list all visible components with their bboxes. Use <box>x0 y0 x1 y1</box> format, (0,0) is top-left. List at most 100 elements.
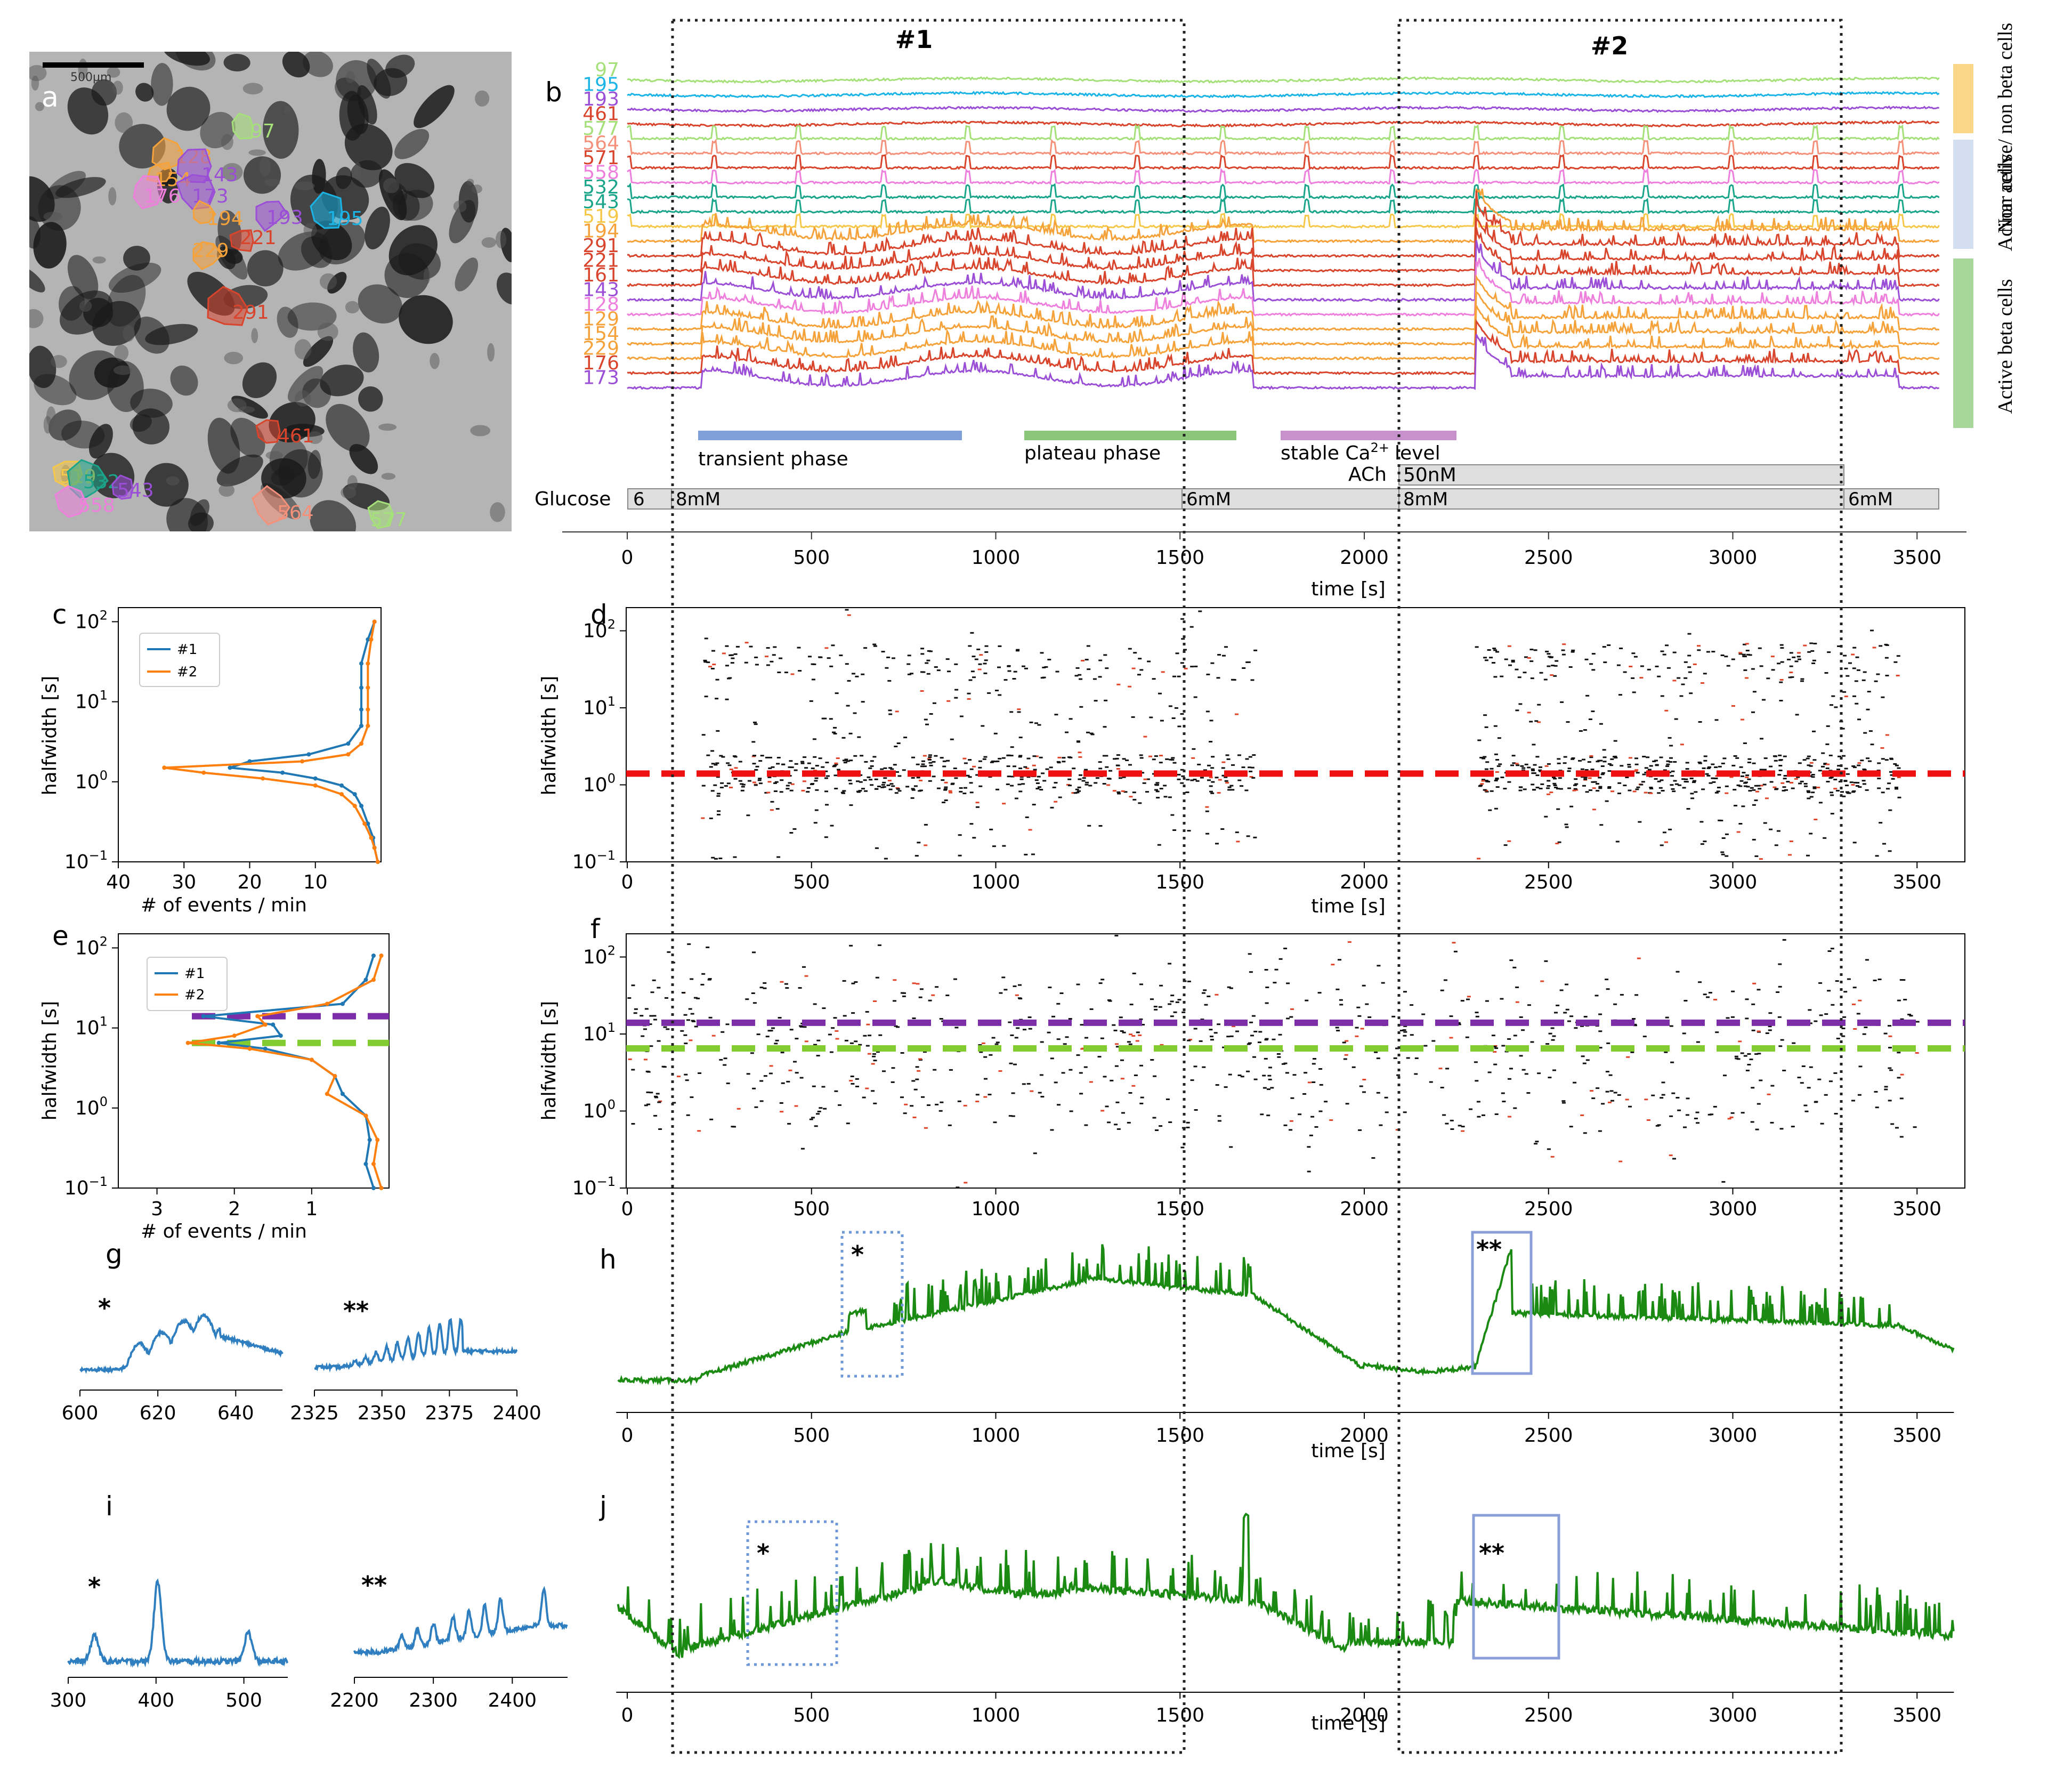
e-series-line-#1 <box>203 955 375 1189</box>
d-event-point <box>1590 769 1595 770</box>
d-event-point <box>1007 776 1011 778</box>
d-event-point <box>1078 756 1082 758</box>
f-event-point <box>1750 1121 1754 1123</box>
f-event-point <box>1759 1079 1763 1081</box>
d-event-point <box>872 756 877 758</box>
d-event-point <box>1248 756 1252 758</box>
f-event-point <box>1839 1128 1843 1130</box>
d-event-point <box>835 692 839 694</box>
d-event-point <box>722 652 726 655</box>
f-event-point <box>1377 965 1381 967</box>
d-event-point <box>709 766 713 768</box>
f-event-point <box>1743 1055 1747 1057</box>
d-event-point <box>1546 787 1550 789</box>
f-event-point <box>1038 1092 1042 1094</box>
f-event-point <box>1770 1121 1774 1124</box>
f-event-point <box>1897 999 1901 1001</box>
d-event-point <box>814 809 819 811</box>
d-event-point <box>928 762 933 764</box>
f-event-point <box>1281 1063 1285 1065</box>
d-event-point <box>1495 786 1500 788</box>
d-event-point <box>1778 754 1782 756</box>
d-event-point <box>1673 780 1677 782</box>
d-event-point <box>1826 763 1830 765</box>
d-event-point <box>958 834 962 836</box>
d-event-point <box>1664 709 1669 712</box>
d-event-point <box>1672 790 1676 793</box>
d-event-point <box>888 767 893 769</box>
f-event-point <box>1561 1102 1566 1104</box>
d-event-point <box>1191 757 1195 759</box>
e-series-point <box>371 1186 376 1190</box>
d-event-point <box>754 769 758 771</box>
dark-region <box>374 68 408 96</box>
dark-region <box>388 225 438 276</box>
b-x-tick-label: 1500 <box>1155 547 1204 569</box>
trace-label-221: 221 <box>582 250 619 272</box>
d-event-point <box>1823 763 1827 765</box>
f-event-point <box>1248 1042 1252 1044</box>
f-event-point <box>799 1025 803 1027</box>
f-event-point <box>954 1027 959 1029</box>
d-event-point <box>829 718 833 720</box>
trace-line-97 <box>627 76 1940 84</box>
f-event-point <box>1508 1078 1511 1080</box>
d-event-point <box>1602 749 1606 751</box>
d-event-point <box>1689 692 1693 694</box>
f-event-point <box>1665 1016 1669 1019</box>
g1-x-tick-label: 600 <box>62 1402 99 1424</box>
g-plots: 600 620 640 2325 2350 2375 2400 <box>62 1313 541 1424</box>
f-event-point <box>1626 1056 1630 1058</box>
d-event-point <box>1818 802 1823 804</box>
d-event-point <box>1544 765 1549 767</box>
d-event-point <box>1657 675 1661 677</box>
f-event-point <box>657 987 661 989</box>
dark-region <box>170 365 198 396</box>
f-event-point <box>1097 1056 1102 1058</box>
d-event-point <box>1636 772 1640 774</box>
f-event-point <box>631 1123 635 1125</box>
d-event-point <box>947 671 951 673</box>
d-event-point <box>1163 796 1168 798</box>
d-event-point <box>1039 789 1043 791</box>
f-event-point <box>685 1079 689 1081</box>
d-event-point <box>1494 807 1498 810</box>
f-event-point <box>1080 1024 1084 1026</box>
d-event-point <box>1830 794 1834 796</box>
roi-label-194: 194 <box>207 208 244 230</box>
f-event-point <box>1569 1126 1573 1128</box>
d-event-point <box>1589 663 1593 665</box>
f-event-point <box>844 1039 848 1041</box>
f-event-point <box>690 1013 694 1015</box>
f-event-point <box>1757 989 1761 991</box>
dark-region <box>29 345 56 389</box>
d-event-point <box>711 763 715 765</box>
trace-label-143: 143 <box>582 279 619 301</box>
f-event-point <box>665 997 668 999</box>
f-event-point <box>842 980 846 982</box>
f-event-point <box>1573 1081 1577 1084</box>
f-event-point <box>1493 1051 1497 1053</box>
d-event-point <box>922 755 927 757</box>
d-event-point <box>1023 766 1027 768</box>
d-event-point <box>1558 777 1562 779</box>
f-event-point <box>1751 1003 1755 1005</box>
d-event-point <box>1868 730 1873 732</box>
f-event-point <box>1683 1126 1687 1128</box>
f-event-point <box>681 992 685 993</box>
d-event-point <box>1738 823 1743 825</box>
f-event-point <box>876 1051 880 1053</box>
d-event-point <box>1868 760 1872 762</box>
d-event-point <box>1879 645 1883 647</box>
d-event-point <box>1697 761 1702 763</box>
f-event-point <box>1168 1003 1172 1005</box>
dark-region <box>123 246 150 271</box>
d-event-point <box>710 668 715 669</box>
d-event-point <box>907 673 911 675</box>
d-event-point <box>1018 790 1023 793</box>
f-event-point <box>1598 1047 1602 1049</box>
f-event-point <box>1777 1016 1782 1018</box>
f-event-point <box>1202 1066 1206 1068</box>
d-event-point <box>1571 651 1575 653</box>
f-event-point <box>921 1096 925 1098</box>
